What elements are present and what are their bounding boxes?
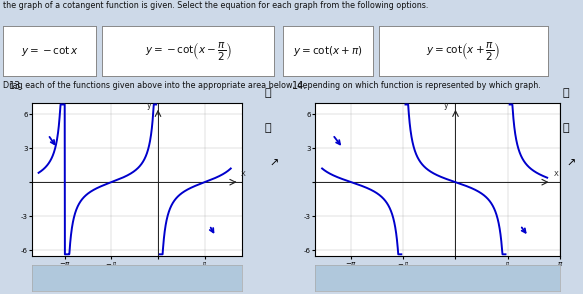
Text: $y = \cot(x+\pi)$: $y = \cot(x+\pi)$ xyxy=(293,44,363,59)
Text: y: y xyxy=(444,101,448,111)
Text: 🔍: 🔍 xyxy=(562,123,569,133)
Text: the graph of a cotangent function is given. Select the equation for each graph f: the graph of a cotangent function is giv… xyxy=(3,1,429,11)
Text: y: y xyxy=(147,101,152,111)
Text: ↗: ↗ xyxy=(567,159,576,169)
Text: Drag each of the functions given above into the appropriate area below, dependin: Drag each of the functions given above i… xyxy=(3,81,540,90)
Text: $y = -\cot\!\left(x - \dfrac{\pi}{2}\right)$: $y = -\cot\!\left(x - \dfrac{\pi}{2}\rig… xyxy=(145,41,231,62)
Text: 🔍: 🔍 xyxy=(265,123,272,133)
Text: $y = \cot\!\left(x + \dfrac{\pi}{2}\right)$: $y = \cot\!\left(x + \dfrac{\pi}{2}\righ… xyxy=(426,41,501,62)
Text: 🔍: 🔍 xyxy=(562,88,569,98)
Text: ↗: ↗ xyxy=(269,159,279,169)
Text: $y = -\cot x$: $y = -\cot x$ xyxy=(20,44,79,59)
Text: 🔍: 🔍 xyxy=(265,88,272,98)
Text: X: X xyxy=(553,171,559,177)
Text: 13.: 13. xyxy=(9,81,24,91)
Text: X: X xyxy=(241,171,246,177)
Text: 14.: 14. xyxy=(292,81,307,91)
